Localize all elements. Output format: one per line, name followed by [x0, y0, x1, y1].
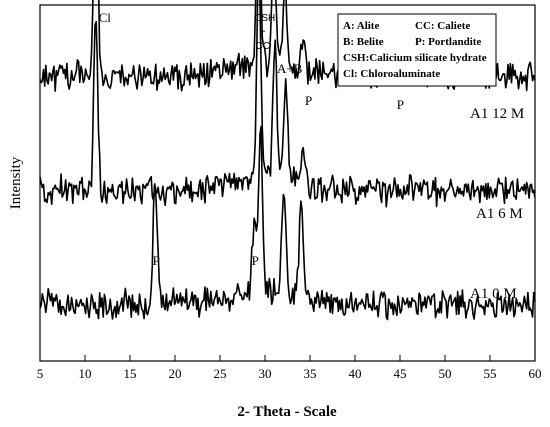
- peak-annotation: +: [260, 27, 266, 38]
- peak-annotation: A+B: [277, 61, 303, 76]
- peak-annotation: CSH: [254, 13, 275, 24]
- legend-item-alite: A: Alite: [343, 20, 379, 32]
- x-tick-label: 5: [37, 366, 44, 381]
- x-tick-label: 35: [304, 366, 317, 381]
- legend-item-calcite: CC: Caliete: [415, 20, 470, 32]
- series-line-1: [39, 0, 536, 208]
- peak-annotation: P: [252, 253, 259, 268]
- peak-annotations: Cl CSH + CC A+B P P P P: [99, 10, 404, 268]
- series-line-2: [39, 125, 536, 321]
- legend-item-csh: CSH:Calicium silicate hydrate: [343, 52, 487, 64]
- legend-frame: [337, 13, 497, 87]
- x-tick-label: 10: [79, 366, 92, 381]
- legend-item-belite: B: Belite: [343, 36, 384, 48]
- x-tick-label: 55: [484, 366, 497, 381]
- x-tick-label: 15: [124, 366, 137, 381]
- series-label-12m: A1 12 M: [470, 106, 524, 122]
- peak-annotation: P: [305, 93, 312, 108]
- x-tick-label: 45: [394, 366, 407, 381]
- x-tick-label: 60: [529, 366, 542, 381]
- x-tick-label: 25: [214, 366, 227, 381]
- series-labels: A1 12 M A1 6 M A1 0 M: [470, 106, 524, 302]
- series-label-0m: A1 0 M: [470, 286, 517, 302]
- peak-annotation: CC: [255, 41, 269, 52]
- peak-annotation: P: [153, 253, 160, 268]
- legend-item-chloroaluminate: Cl: Chloroaluminate: [343, 68, 440, 80]
- x-axis-title: 2- Theta - Scale: [237, 404, 337, 420]
- x-tick-label: 30: [259, 366, 272, 381]
- x-tick-label: 40: [349, 366, 362, 381]
- y-axis-title: Intensity: [8, 156, 24, 209]
- legend-item-portlandite: P: Portlandite: [415, 36, 481, 48]
- legend: A: Alite CC: Caliete B: Belite P: Portla…: [337, 13, 497, 87]
- series-label-6m: A1 6 M: [476, 206, 523, 222]
- x-axis-ticks: 5 10 15 20 25 30 35 40 45 50 55 60: [37, 355, 542, 381]
- x-tick-label: 20: [169, 366, 182, 381]
- x-tick-label: 50: [439, 366, 452, 381]
- peak-annotation: P: [397, 97, 404, 112]
- peak-annotation: Cl: [99, 10, 112, 25]
- plot-frame: [39, 4, 536, 362]
